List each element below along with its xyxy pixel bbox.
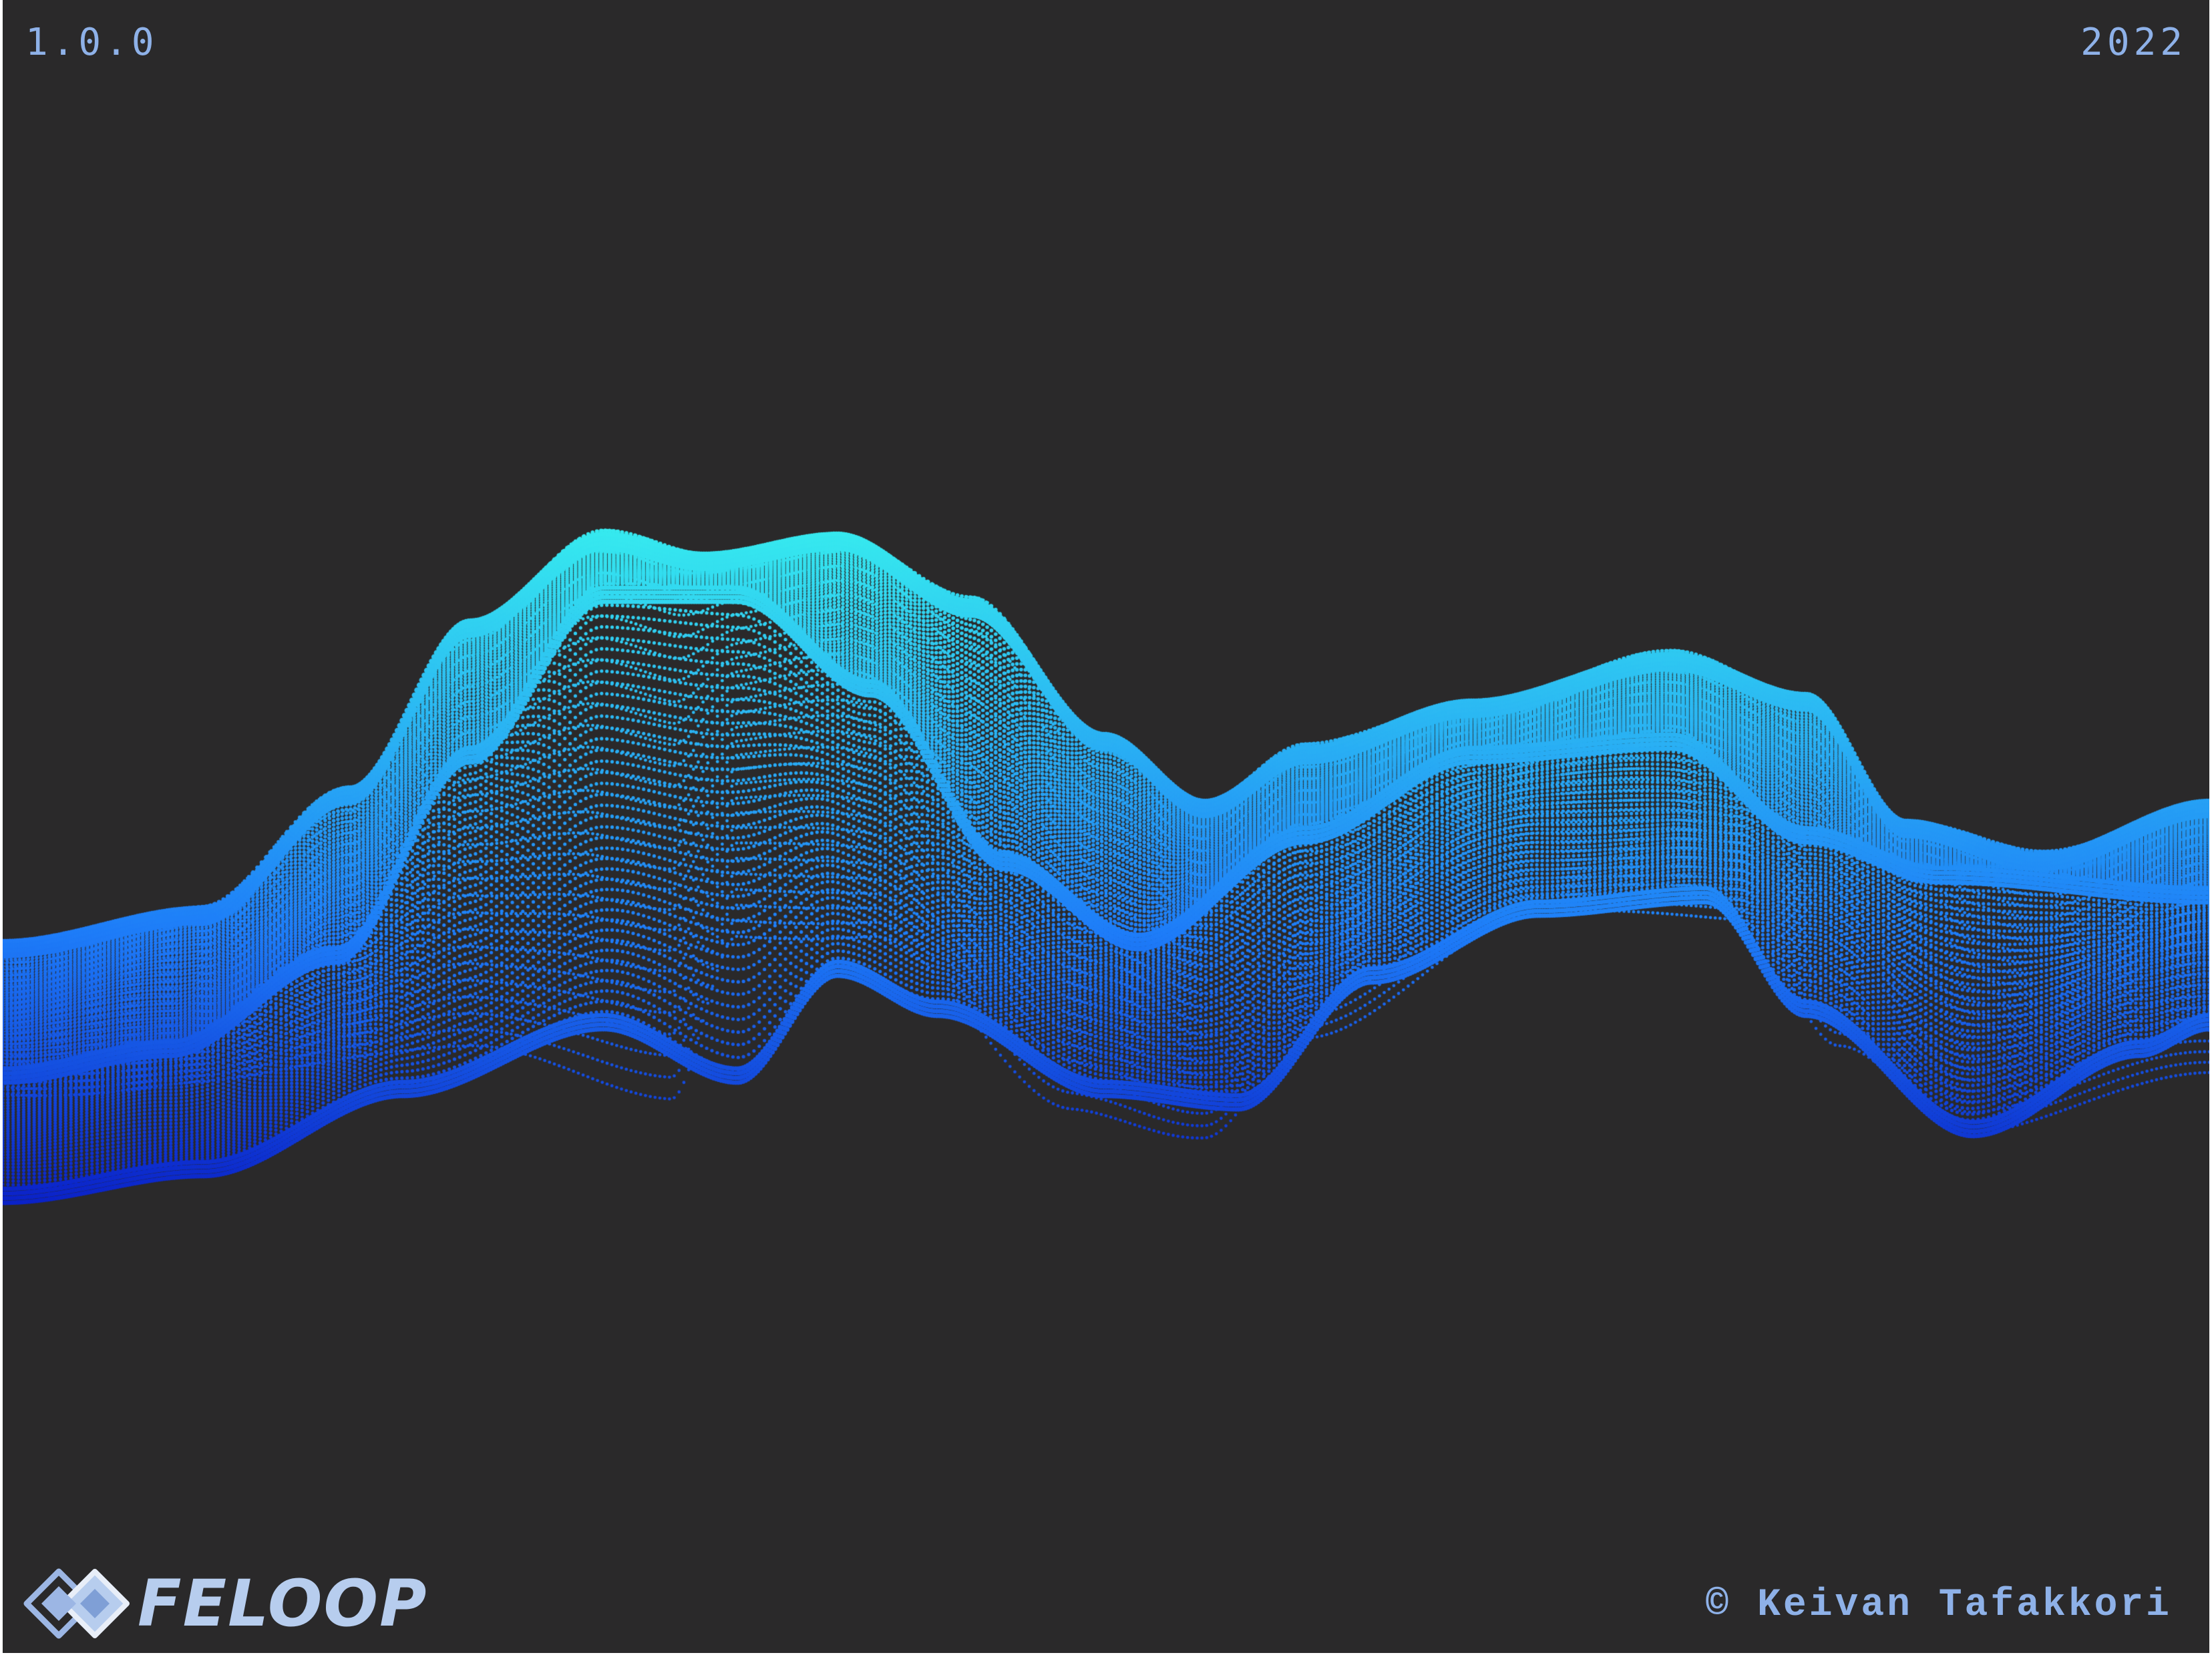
copyright-credit: © Keivan Tafakkori	[1705, 1584, 2172, 1627]
feloop-diamond-logo-icon	[20, 1563, 134, 1644]
logo-wordmark: FELOOP	[138, 1566, 428, 1641]
app-canvas: 1.0.0 2022 FELOOP © Keivan Tafakkori	[3, 0, 2209, 1653]
feloop-logo: FELOOP	[20, 1563, 427, 1644]
year-label: 2022	[2080, 21, 2187, 64]
particle-wave-visualization	[3, 0, 2209, 1653]
version-label: 1.0.0	[25, 21, 158, 64]
